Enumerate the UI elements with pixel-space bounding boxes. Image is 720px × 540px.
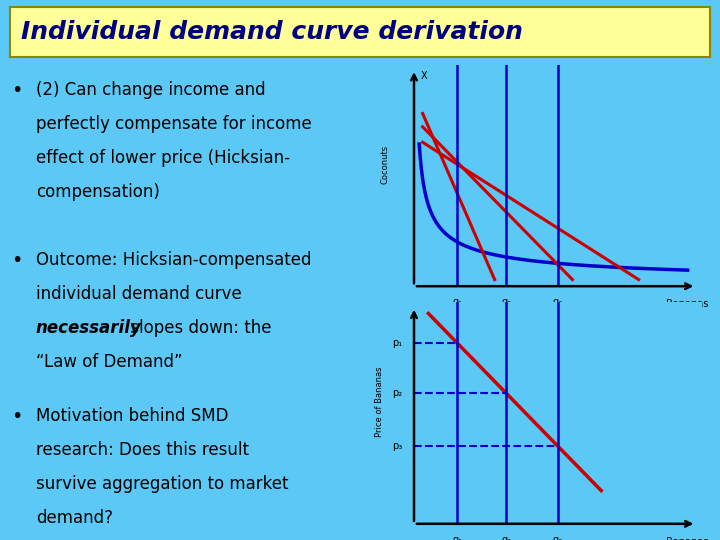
Text: p₃: p₃ [392,441,402,451]
Text: q₁: q₁ [452,535,462,540]
Text: •: • [12,407,22,426]
Text: q₃: q₃ [553,535,563,540]
Text: Coconuts: Coconuts [381,145,390,184]
Text: Individual demand curve derivation: Individual demand curve derivation [21,20,523,44]
Text: survive aggregation to market: survive aggregation to market [36,475,288,493]
Text: •: • [12,251,22,270]
Text: q₂: q₂ [501,535,511,540]
Text: demand?: demand? [36,509,112,527]
Text: X: X [420,71,428,82]
Text: •: • [12,81,22,100]
Text: necessarily: necessarily [36,319,142,337]
Text: Bananas: Bananas [667,537,708,540]
Text: q₂: q₂ [501,297,511,307]
Text: p₁: p₁ [392,338,402,348]
Text: (2) Can change income and: (2) Can change income and [36,81,265,99]
Text: Motivation behind SMD: Motivation behind SMD [36,407,228,425]
Text: Outcome: Hicksian-compensated: Outcome: Hicksian-compensated [36,251,311,269]
Text: “Law of Demand”: “Law of Demand” [36,353,182,371]
Text: research: Does this result: research: Does this result [36,441,248,459]
Text: q₃: q₃ [553,297,563,307]
Text: individual demand curve: individual demand curve [36,285,241,303]
Text: q₁: q₁ [452,297,462,307]
Text: perfectly compensate for income: perfectly compensate for income [36,115,312,133]
Text: compensation): compensation) [36,183,160,201]
Text: slopes down: the: slopes down: the [125,319,271,337]
Text: Bananas: Bananas [667,300,708,309]
Text: Price of Bananas: Price of Bananas [375,367,384,437]
Text: p₂: p₂ [392,388,402,398]
Text: effect of lower price (Hicksian-: effect of lower price (Hicksian- [36,149,289,167]
